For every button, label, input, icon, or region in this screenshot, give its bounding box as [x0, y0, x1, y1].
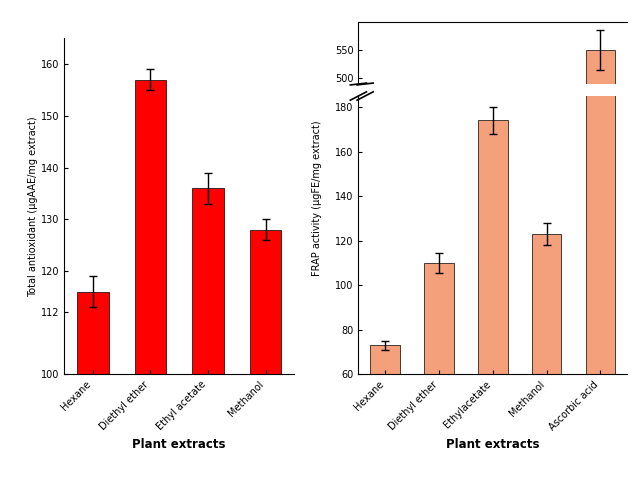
- Bar: [532, 292, 561, 362]
- Bar: [586, 0, 615, 480]
- Bar: [371, 346, 400, 480]
- X-axis label: Plant extracts: Plant extracts: [132, 438, 226, 451]
- X-axis label: Plant extracts: Plant extracts: [446, 438, 540, 451]
- Bar: [250, 229, 282, 480]
- Bar: [424, 300, 454, 362]
- Bar: [532, 234, 561, 480]
- Bar: [478, 263, 508, 362]
- Text: FRAP activity (μgFE/mg extract): FRAP activity (μgFE/mg extract): [312, 120, 322, 276]
- Bar: [77, 292, 109, 480]
- Bar: [478, 120, 508, 480]
- Y-axis label: Total antioxidant (μgAAE/mg extract): Total antioxidant (μgAAE/mg extract): [28, 116, 38, 297]
- Bar: [371, 321, 400, 362]
- Bar: [192, 188, 224, 480]
- Bar: [134, 80, 166, 480]
- Bar: [586, 50, 615, 362]
- Bar: [424, 263, 454, 480]
